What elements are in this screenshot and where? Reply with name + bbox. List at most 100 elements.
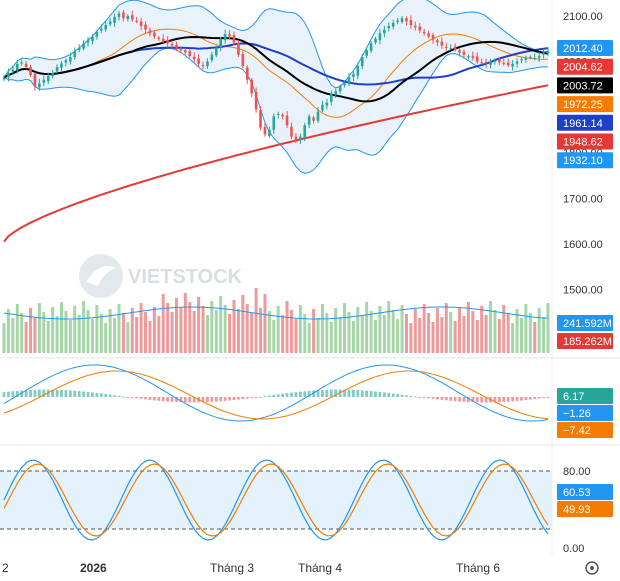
- macd-histogram-bar: [210, 397, 214, 402]
- volume-bar: [174, 298, 178, 353]
- candle: [210, 51, 214, 63]
- candle-body: [365, 50, 368, 56]
- volume-bar: [42, 312, 46, 353]
- stochastic-axis-tick: 80.00: [563, 466, 591, 478]
- candle: [29, 64, 32, 78]
- volume-bar: [524, 304, 528, 353]
- candle-body: [144, 24, 147, 30]
- candle-body: [2, 77, 6, 80]
- candle: [285, 111, 289, 129]
- volume-bar: [374, 320, 378, 353]
- time-axis-label: Tháng 4: [298, 561, 342, 575]
- candle: [431, 32, 435, 44]
- candle-body: [506, 62, 510, 66]
- macd-histogram-bar: [484, 397, 488, 403]
- macd-histogram-bar: [148, 397, 152, 400]
- candle-body: [378, 33, 382, 41]
- macd-histogram-bar: [183, 397, 187, 403]
- volume-bar: [471, 311, 475, 353]
- volume-bar: [51, 307, 55, 353]
- candle: [427, 30, 430, 39]
- macd-label: 6.17: [563, 391, 584, 403]
- candle: [321, 100, 324, 113]
- volume-bar: [245, 304, 249, 353]
- macd-histogram-bar: [259, 396, 262, 398]
- candle-body: [303, 125, 307, 138]
- candle: [449, 44, 452, 51]
- candle-body: [325, 102, 329, 106]
- macd-histogram-bar: [511, 397, 515, 402]
- candle-body: [321, 104, 324, 111]
- candle: [206, 58, 209, 69]
- candle-body: [161, 38, 165, 42]
- candle-body: [223, 34, 227, 41]
- candle: [197, 54, 200, 68]
- candle-body: [462, 51, 466, 55]
- gear-icon-ring: [585, 561, 599, 575]
- volume-bar: [537, 308, 541, 353]
- volume-bar: [236, 309, 240, 353]
- stochastic-d-line: [3, 463, 549, 537]
- price-axis-tick: 1600.00: [563, 239, 603, 251]
- macd-histogram-bar: [82, 391, 86, 397]
- macd-histogram-bar: [449, 397, 453, 401]
- volume-bar: [254, 288, 258, 353]
- candle: [480, 58, 483, 65]
- macd-histogram-bar: [471, 397, 475, 403]
- candle: [529, 55, 532, 60]
- candle: [144, 21, 147, 34]
- volume-bar: [11, 318, 15, 353]
- candle-body: [157, 37, 161, 39]
- candle-body: [290, 126, 293, 137]
- macd-histogram-bar: [405, 395, 408, 397]
- macd-histogram-bar: [440, 397, 444, 400]
- candle-body: [471, 56, 475, 58]
- candle: [396, 17, 399, 25]
- candle: [157, 36, 161, 42]
- candle: [409, 15, 413, 29]
- candle: [493, 58, 497, 65]
- volume-bar: [144, 312, 148, 353]
- volume-bar: [214, 310, 218, 353]
- volume-bar: [130, 308, 134, 353]
- candle-body: [520, 59, 523, 61]
- macd-histogram-bar: [462, 397, 466, 402]
- volume-bar: [179, 307, 183, 353]
- macd-histogram-bar: [24, 390, 28, 397]
- macd-histogram-bar: [378, 391, 382, 397]
- candle-body: [232, 35, 236, 43]
- volume-label-bg: [557, 315, 613, 331]
- candle-body: [546, 50, 550, 54]
- volume-bar: [542, 317, 546, 353]
- candle: [135, 16, 138, 24]
- macd-histogram-bar: [409, 395, 413, 397]
- gear-icon[interactable]: [585, 561, 599, 575]
- candle-body: [245, 67, 249, 80]
- macd-histogram-bar: [130, 397, 134, 398]
- macd-histogram-bar: [431, 397, 435, 399]
- macd-histogram-bar: [250, 397, 254, 398]
- candle-body: [272, 116, 276, 130]
- candle: [307, 113, 311, 128]
- volume-bar: [435, 308, 439, 353]
- volume-bar: [453, 321, 457, 353]
- volume-bar: [546, 303, 550, 353]
- candle-body: [108, 21, 112, 25]
- volume-bar: [29, 308, 33, 353]
- volume-bar: [20, 313, 24, 353]
- macd-histogram-bar: [422, 397, 426, 398]
- macd-histogram-bar: [126, 397, 130, 398]
- volume-bar: [241, 295, 245, 353]
- volume-bar: [259, 308, 263, 353]
- macd-histogram-bar: [170, 397, 174, 402]
- macd-histogram-bar: [254, 397, 258, 398]
- macd-histogram-bar: [33, 389, 37, 397]
- candle-body: [515, 61, 519, 64]
- macd-histogram-bar: [382, 392, 386, 397]
- candle: [60, 61, 63, 72]
- bollinger-upper-line: [3, 0, 549, 89]
- candle-body: [383, 29, 386, 34]
- macd-histogram-bar: [73, 390, 77, 397]
- macd-histogram-bar: [139, 397, 143, 399]
